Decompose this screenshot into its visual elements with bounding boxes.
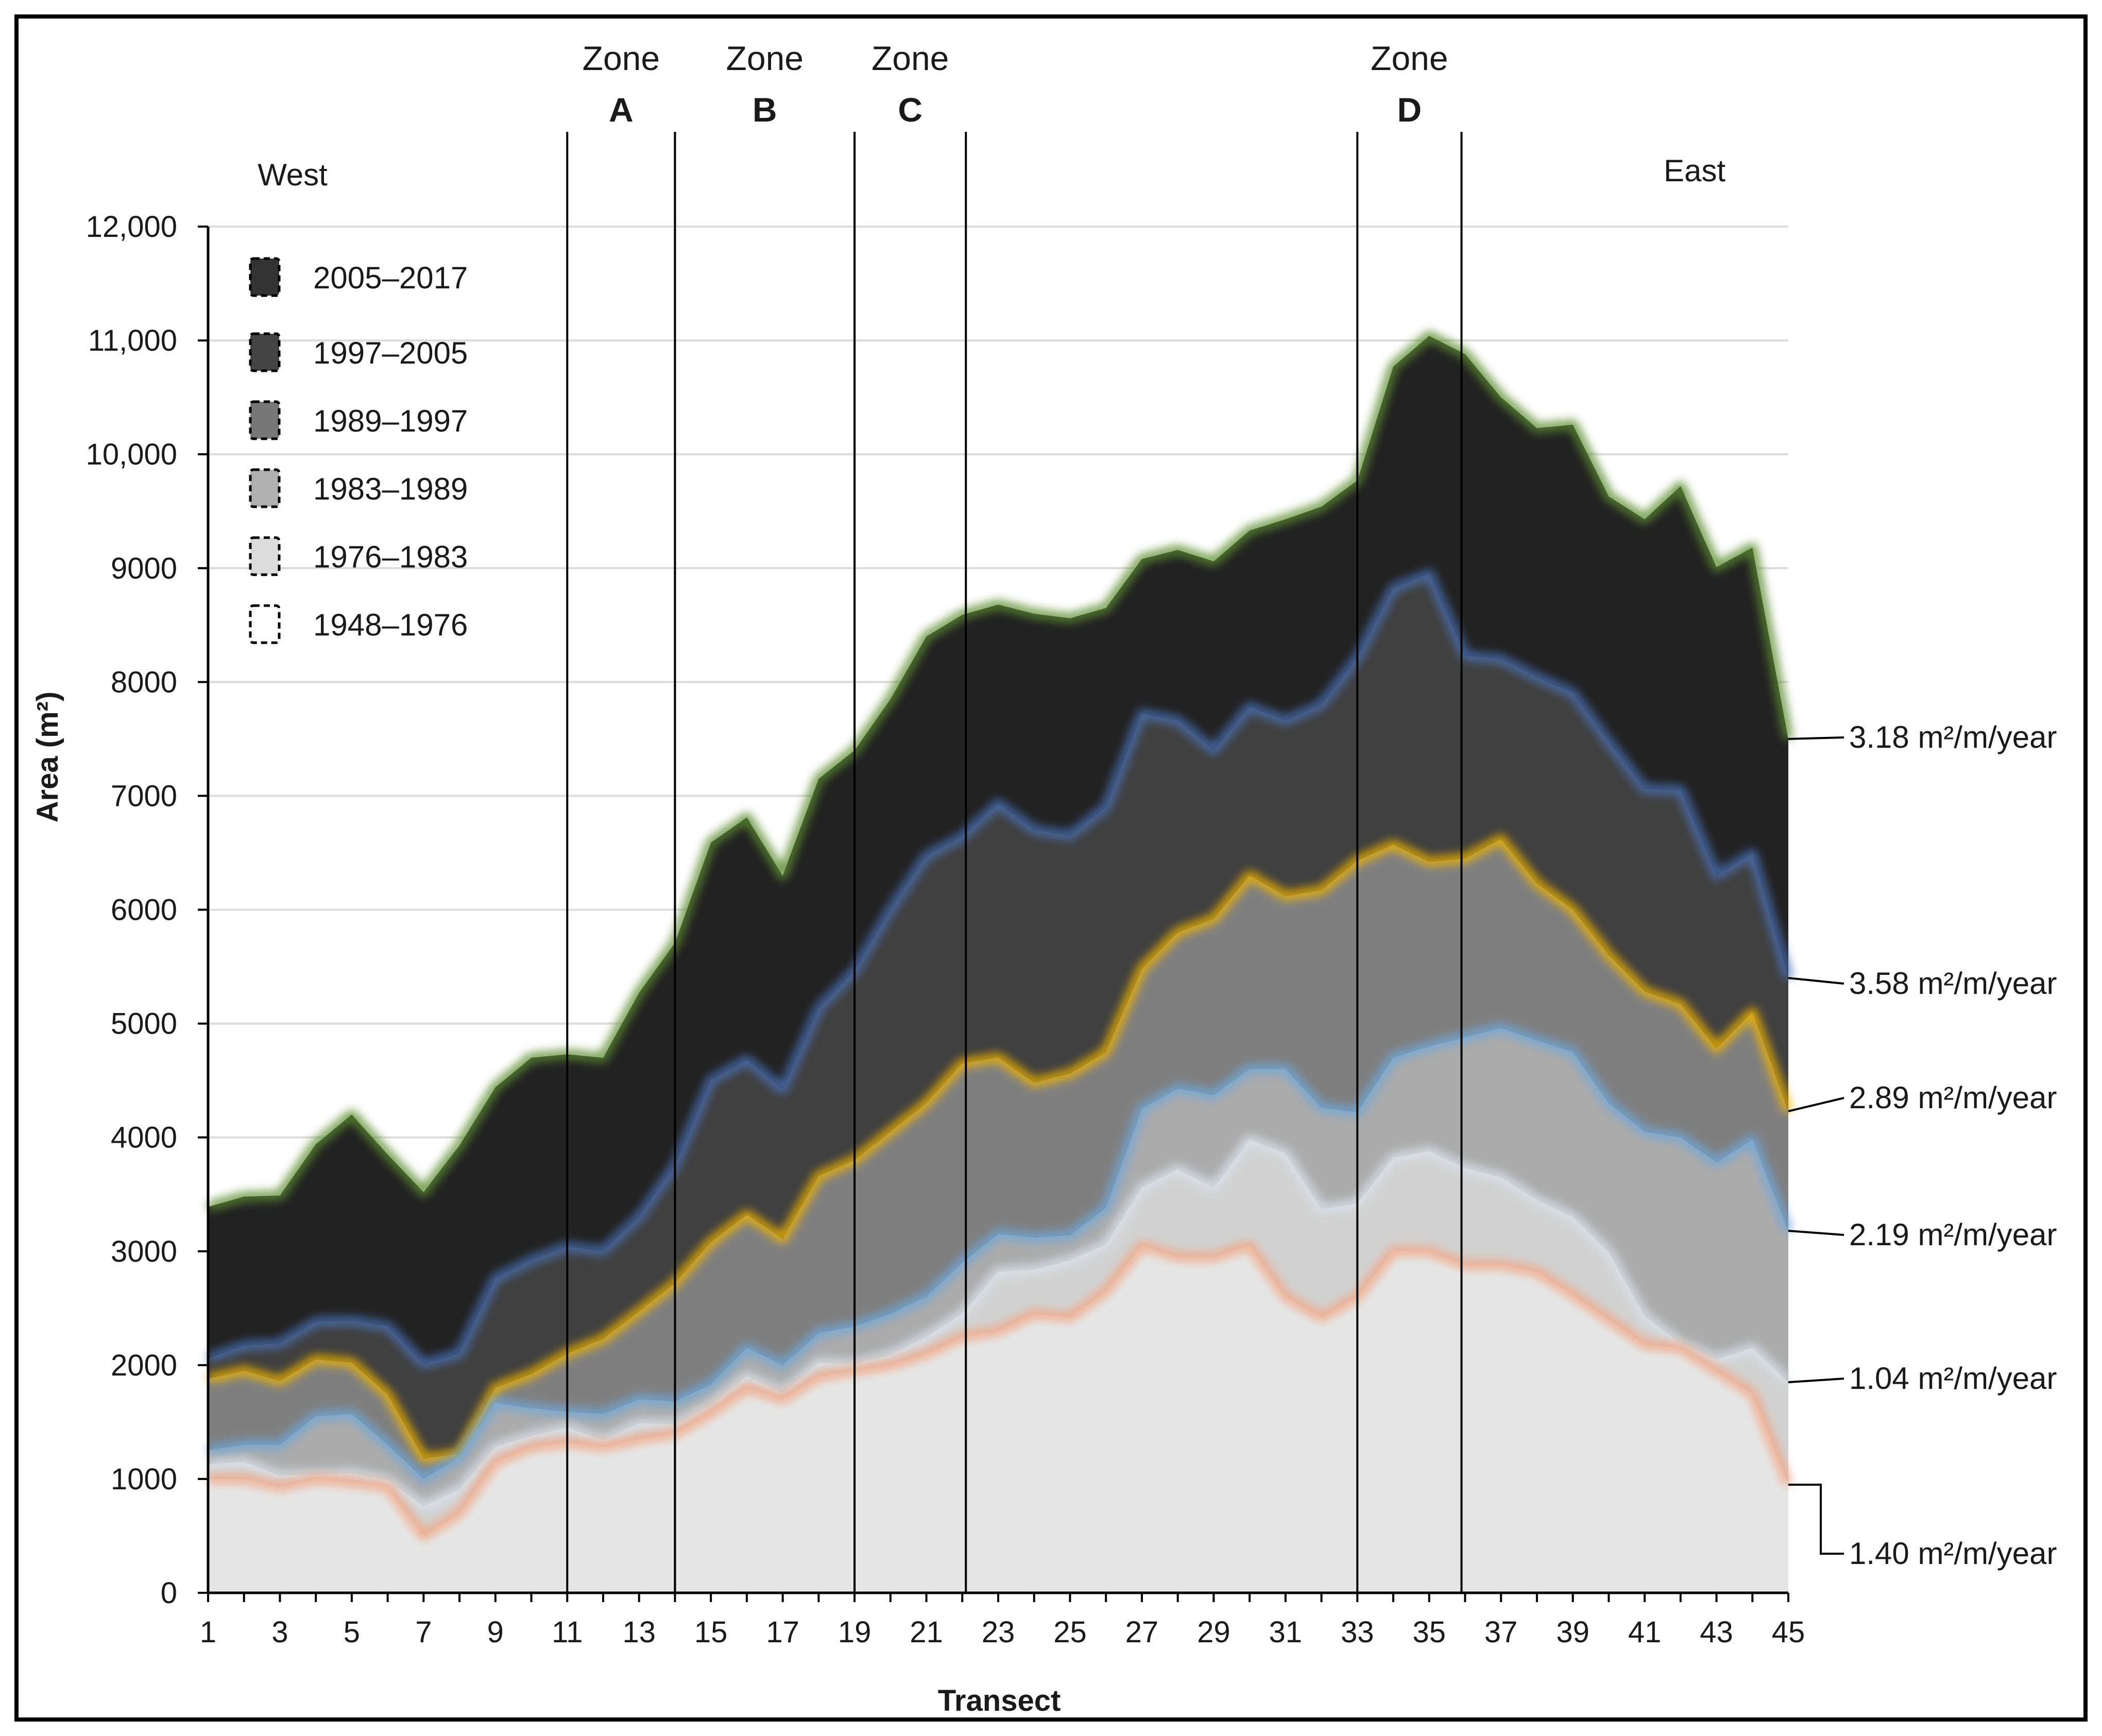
rate-leader [1788, 1229, 1844, 1236]
x-tick-label: 13 [622, 1615, 656, 1649]
legend-label: 2005–2017 [313, 261, 468, 295]
legend-entry: 1976–1983 [249, 536, 468, 576]
x-tick-label: 45 [1772, 1615, 1805, 1649]
legend-entry: 1997–2005 [249, 332, 468, 372]
y-tick-label: 10,000 [86, 438, 177, 471]
east-label: East [1664, 153, 1725, 188]
legend-label: 1983–1989 [313, 472, 468, 506]
legend-swatch [249, 604, 281, 644]
y-tick-label: 4000 [111, 1121, 177, 1155]
legend-label: 1948–1976 [313, 608, 468, 642]
rate-leader [1788, 1378, 1844, 1383]
x-tick-label: 37 [1484, 1615, 1518, 1649]
zone-word-C: Zone [871, 39, 949, 77]
legend: 2005–2017 1997–2005 1989–1997 1983–1989 1976… [249, 257, 468, 644]
x-tick-label: 35 [1412, 1615, 1446, 1649]
zone-letter-B: B [753, 91, 777, 129]
x-tick-label: 23 [982, 1615, 1015, 1649]
rate-label: 3.58 m²/m/year [1849, 966, 2057, 1001]
legend-swatch [249, 257, 281, 297]
legend-label: 1989–1997 [313, 404, 468, 438]
y-tick-label: 7000 [111, 779, 177, 813]
x-tick-label: 19 [838, 1615, 871, 1649]
zone-word-B: Zone [726, 39, 804, 77]
x-tick-label: 3 [271, 1615, 288, 1649]
x-tick-label: 43 [1700, 1615, 1733, 1649]
x-axis-title: Transect [938, 1684, 1061, 1717]
x-tick-label: 25 [1053, 1615, 1087, 1649]
area-1976-1983-edge [208, 1135, 1792, 1511]
x-tick-label: 33 [1341, 1615, 1374, 1649]
zone-word-D: Zone [1371, 39, 1448, 77]
rate-leader [1788, 736, 1844, 740]
x-tick-label: 11 [552, 1615, 583, 1649]
x-tick-label: 1 [200, 1615, 216, 1649]
x-tick-label: 29 [1197, 1615, 1231, 1649]
y-tick-label: 11,000 [88, 324, 177, 357]
area-series [207, 331, 1793, 1594]
axes: 0 1000 2000 3000 4000 5000 6000 7000 8000 9000 10,… [86, 210, 1805, 1649]
x-tick-label: 15 [694, 1615, 728, 1649]
rate-annotation: 3.18 m²/m/year [1788, 720, 2057, 754]
y-tick-label: 3000 [111, 1235, 177, 1268]
x-tick-label: 39 [1556, 1615, 1590, 1649]
area-1983-1989-edge [207, 1023, 1793, 1484]
rate-annotation: 2.19 m²/m/year [1788, 1217, 2057, 1252]
y-tick-label: 1000 [111, 1463, 177, 1496]
legend-swatch [249, 400, 281, 440]
area-2005-2017-edge [207, 331, 1793, 1212]
rate-annotation: 1.40 m²/m/year [1788, 1483, 2057, 1571]
rate-label: 1.04 m²/m/year [1849, 1361, 2057, 1396]
rate-leader [1788, 1097, 1844, 1112]
y-tick-label: 0 [161, 1576, 177, 1610]
zone-word-A: Zone [583, 39, 660, 77]
legend-entry: 1989–1997 [249, 400, 468, 440]
x-tick-label: 41 [1628, 1615, 1662, 1649]
rate-label: 2.19 m²/m/year [1849, 1217, 2057, 1252]
rate-annotation: 1.04 m²/m/year [1788, 1361, 2057, 1396]
area-1948-1976-edge [208, 1241, 1793, 1541]
legend-label: 1976–1983 [313, 540, 468, 574]
zone-letter-C: C [898, 91, 922, 129]
legend-swatch [249, 468, 281, 508]
x-tick-label: 17 [766, 1615, 799, 1649]
y-tick-label: 8000 [111, 665, 177, 699]
legend-entry: 1983–1989 [249, 468, 468, 508]
y-tick-label: 2000 [111, 1349, 177, 1382]
zone-letter-A: A [609, 91, 634, 129]
rate-annotation: 3.58 m²/m/year [1788, 966, 2057, 1001]
y-tick-label: 5000 [111, 1007, 177, 1041]
y-tick-label: 9000 [111, 552, 177, 585]
rate-annotation: 2.89 m²/m/year [1788, 1080, 2057, 1115]
area-1997-2005-edge [207, 569, 1793, 1369]
west-label: West [258, 158, 328, 192]
y-tick-label: 6000 [111, 893, 177, 927]
x-tick-label: 31 [1269, 1615, 1303, 1649]
legend-swatch [249, 332, 281, 372]
legend-entry: 2005–2017 [249, 257, 468, 297]
y-axis-title: Area (m²) [31, 692, 64, 823]
zones: Zone A Zone B Zone C Zone D [566, 39, 1463, 1593]
zone-letter-D: D [1397, 91, 1422, 129]
legend-swatch [249, 536, 281, 576]
area-1948-1976 [208, 1245, 1788, 1593]
x-tick-label: 5 [344, 1615, 360, 1649]
rate-leader [1788, 977, 1844, 985]
x-tick-label: 27 [1125, 1615, 1159, 1649]
rate-leader [1788, 1483, 1844, 1555]
rate-label: 2.89 m²/m/year [1849, 1080, 2057, 1115]
rate-label: 3.18 m²/m/year [1849, 720, 2057, 754]
x-tick-label: 9 [487, 1615, 504, 1649]
x-tick-label: 7 [415, 1615, 432, 1649]
legend-label: 1997–2005 [313, 336, 468, 370]
rate-label: 1.40 m²/m/year [1849, 1536, 2057, 1571]
legend-entry: 1948–1976 [249, 604, 468, 644]
x-tick-label: 21 [910, 1615, 943, 1649]
rate-annotations: 1.40 m²/m/year 1.04 m²/m/year 2.19 m²/m/ye… [1788, 720, 2057, 1571]
y-tick-label: 12,000 [86, 210, 177, 244]
